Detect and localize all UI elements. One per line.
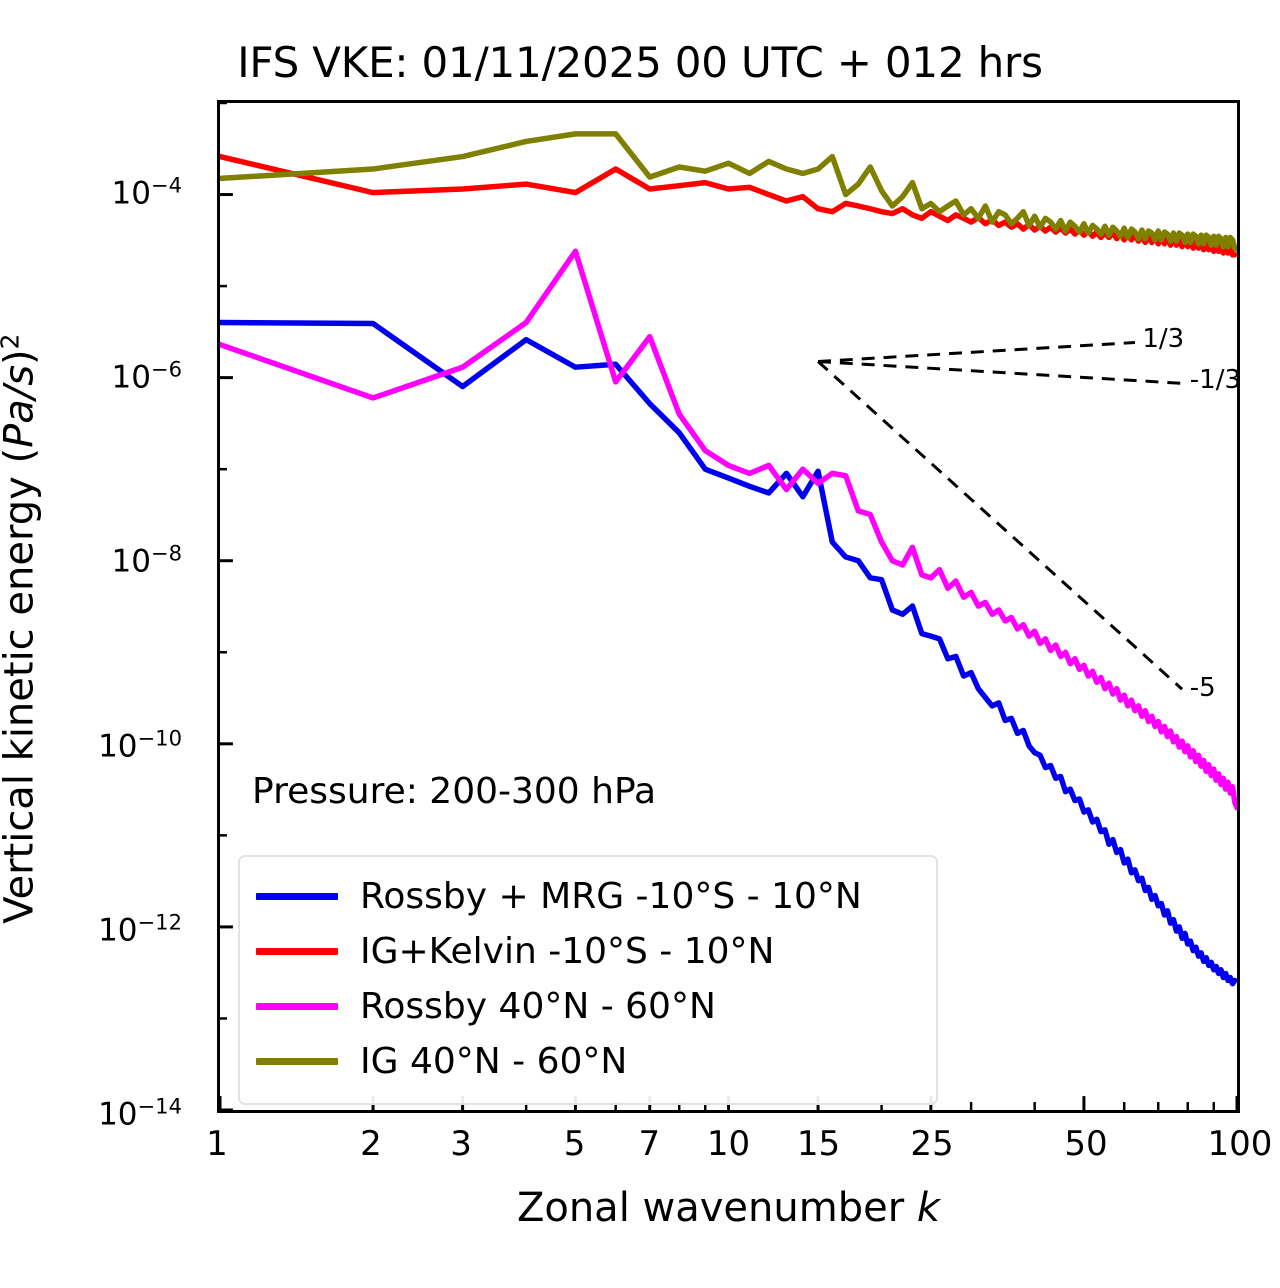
x-tick-label: 7 [638,1124,661,1164]
x-tick-label: 3 [450,1124,472,1164]
x-tick-label: 2 [360,1124,382,1164]
legend: Rossby + MRG -10°S - 10°N IG+Kelvin -10°S… [238,855,938,1105]
y-axis-label-units: Pa/s [0,364,43,448]
y-axis-label-exponent: 2 [0,334,24,350]
x-tick-label: 50 [1064,1124,1108,1164]
data-series-line [220,319,1237,987]
data-series-line [220,248,1237,811]
legend-label: IG+Kelvin -10°S - 10°N [360,930,775,972]
y-axis-label-prefix: Vertical kinetic energy ( [0,447,43,924]
x-tick-label: 1 [206,1124,228,1164]
reference-slope-line [817,341,1136,364]
legend-color-swatch [256,893,338,900]
legend-item[interactable]: IG 40°N - 60°N [256,1034,920,1089]
slope-label: -5 [1189,672,1216,703]
legend-label: IG 40°N - 60°N [360,1040,628,1082]
slope-label: 1/3 [1142,323,1185,354]
y-tick-label: 10−14 [98,1093,182,1133]
legend-item[interactable]: Rossby + MRG -10°S - 10°N [256,869,920,924]
plot-canvas [220,103,1237,1110]
legend-label: Rossby 40°N - 60°N [360,985,716,1027]
y-tick-label: 10−4 [111,172,182,212]
y-tick-label: 10−10 [98,724,182,765]
legend-color-swatch [256,1058,338,1065]
x-tick-label: 100 [1207,1124,1273,1164]
legend-color-swatch [256,1003,338,1010]
reference-lines-layer [817,341,1184,691]
legend-label: Rossby + MRG -10°S - 10°N [360,875,862,917]
page-title: IFS VKE: 01/11/2025 00 UTC + 012 hrs [237,38,1043,87]
data-series-layer [220,131,1237,987]
data-series-line [220,131,1237,253]
y-tick-label: 10−8 [111,540,182,581]
pressure-annotation: Pressure: 200-300 hPa [252,771,657,812]
x-axis-label: Zonal wavenumber k [217,1185,1240,1231]
reference-slope-line [817,360,1183,385]
y-tick-label: 10−12 [98,909,182,949]
legend-color-swatch [256,948,338,955]
data-series-line [220,153,1237,258]
slope-label: -1/3 [1189,365,1242,396]
x-tick-label: 10 [706,1124,751,1164]
y-axis-label-suffix: ) [0,349,43,365]
y-tick-label: 10−6 [111,356,182,396]
legend-item[interactable]: Rossby 40°N - 60°N [256,979,920,1034]
x-axis-label-symbol: k [916,1185,941,1231]
legend-item[interactable]: IG+Kelvin -10°S - 10°N [256,924,920,979]
reference-slope-line [817,360,1184,691]
x-axis-label-prefix: Zonal wavenumber [516,1185,917,1231]
y-axis-label: Vertical kinetic energy (Pa/s)2 [0,29,43,1229]
x-tick-label: 15 [796,1124,841,1164]
x-tick-label: 25 [910,1124,954,1164]
x-tick-label: 5 [563,1124,586,1164]
